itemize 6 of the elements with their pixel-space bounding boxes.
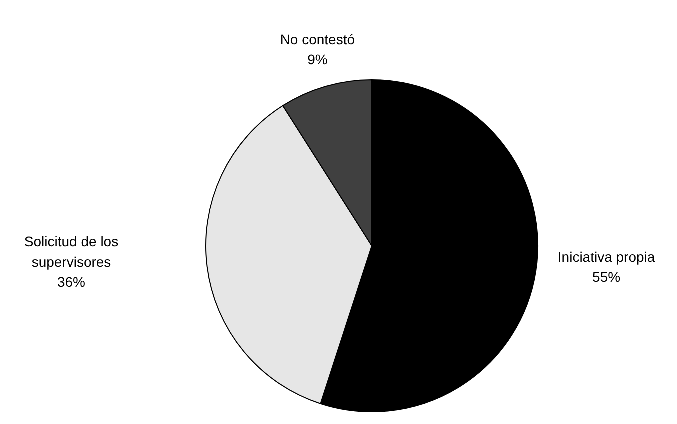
data-label: 36% xyxy=(57,274,86,290)
slice-label: No contestó xyxy=(280,31,356,48)
data-label: 55% xyxy=(592,269,621,286)
slice-label: Solicitud de los supervisores xyxy=(24,234,119,270)
data-label: 9% xyxy=(308,52,328,68)
slice-label: Iniciativa propia xyxy=(558,248,656,265)
